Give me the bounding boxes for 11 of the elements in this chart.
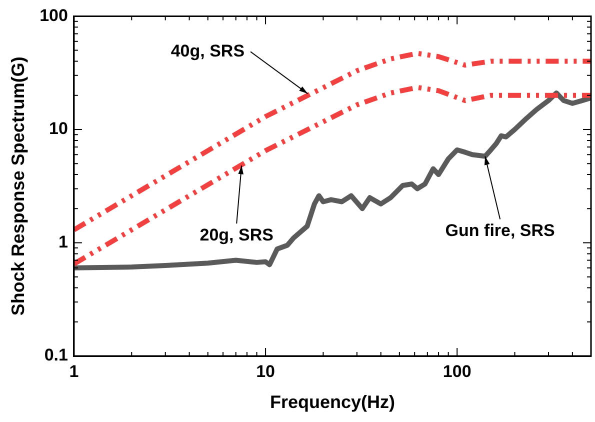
x-tick-label: 100 <box>442 362 472 381</box>
x-axis-title: Frequency(Hz) <box>270 392 395 412</box>
y-axis-title: Shock Response Spectrum(G) <box>8 56 28 316</box>
y-tick-label: 10 <box>49 119 68 138</box>
y-tick-label: 1 <box>58 232 68 252</box>
annotation: 20g, SRS <box>200 225 274 244</box>
y-tick-label: 0.1 <box>44 346 68 365</box>
annotation: 40g, SRS <box>170 41 245 60</box>
x-tick-label: 10 <box>256 362 275 381</box>
annotation: Gun fire, SRS <box>445 220 555 240</box>
y-tick-label: 100 <box>40 6 68 25</box>
